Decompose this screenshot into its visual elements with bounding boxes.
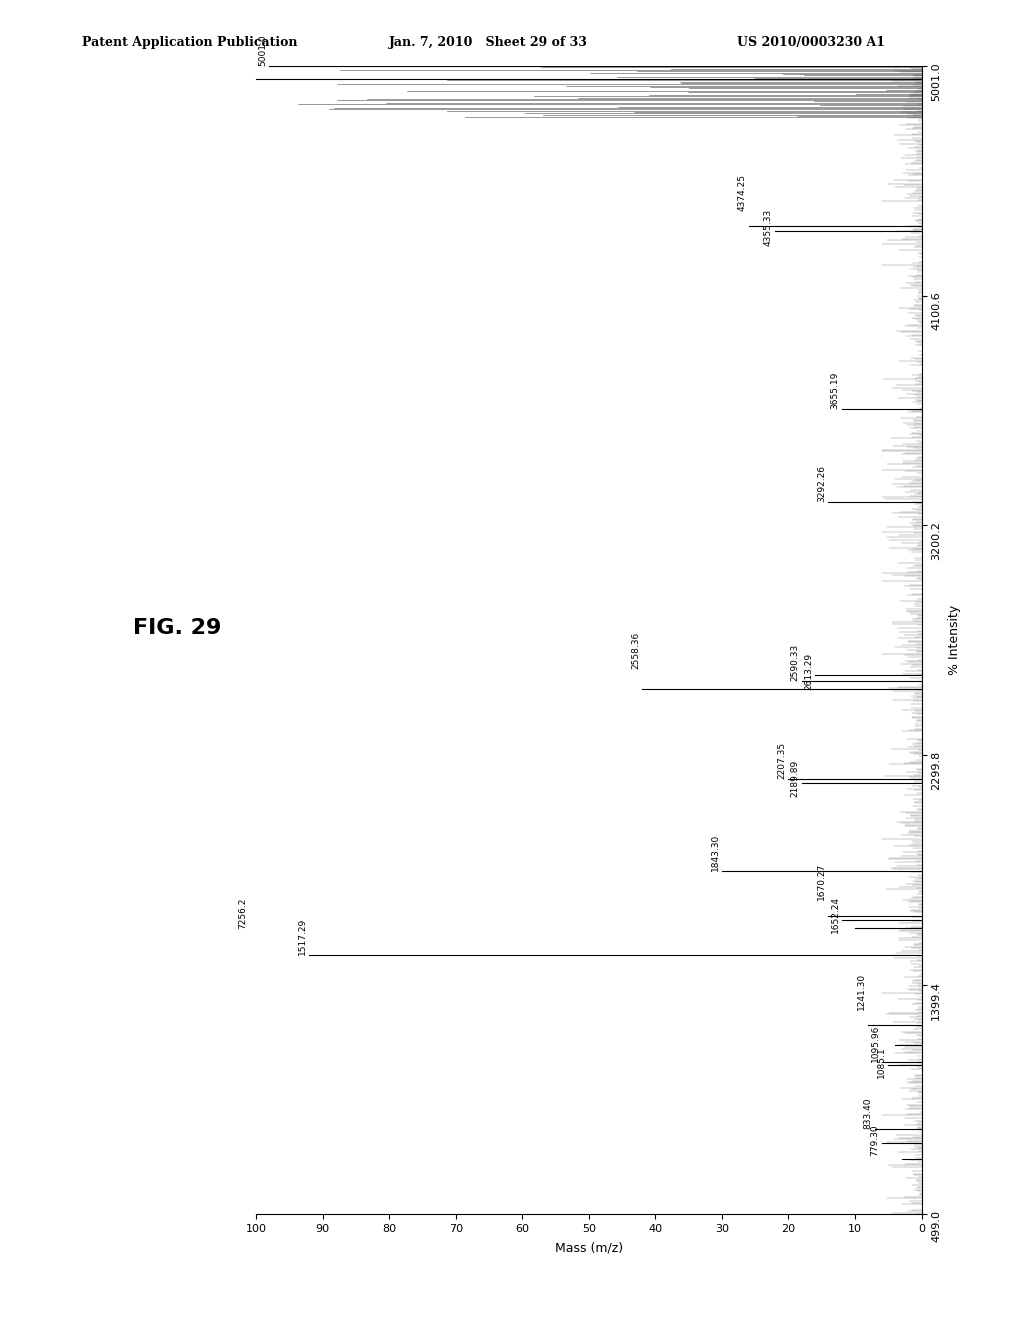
Text: US 2010/0003230 A1: US 2010/0003230 A1 xyxy=(737,36,886,49)
Text: 2613.29: 2613.29 xyxy=(804,653,813,690)
X-axis label: Mass (m/z): Mass (m/z) xyxy=(555,1241,623,1254)
Text: 1843.30: 1843.30 xyxy=(711,834,720,871)
Text: 833.40: 833.40 xyxy=(864,1098,872,1129)
Y-axis label: % Intensity: % Intensity xyxy=(948,605,962,676)
Text: 1241.30: 1241.30 xyxy=(857,973,866,1010)
Text: 1670.27: 1670.27 xyxy=(817,863,826,900)
Text: 2189.89: 2189.89 xyxy=(791,760,800,797)
Text: FIG. 29: FIG. 29 xyxy=(133,618,221,638)
Text: 1095.96: 1095.96 xyxy=(870,1024,880,1063)
Text: 1517.29: 1517.29 xyxy=(298,917,307,954)
Text: Patent Application Publication: Patent Application Publication xyxy=(82,36,297,49)
Text: 2590.33: 2590.33 xyxy=(791,644,800,681)
Text: 5001.0: 5001.0 xyxy=(258,34,267,66)
Text: 779.30: 779.30 xyxy=(870,1125,880,1155)
Text: 7256.2: 7256.2 xyxy=(239,898,247,929)
Text: 2558.36: 2558.36 xyxy=(631,631,640,669)
Text: 3655.19: 3655.19 xyxy=(830,372,840,409)
Text: 1085.1: 1085.1 xyxy=(878,1045,886,1077)
Text: 4355.33: 4355.33 xyxy=(764,209,773,246)
Text: 1652.24: 1652.24 xyxy=(830,896,840,933)
Text: 3292.26: 3292.26 xyxy=(817,465,826,502)
Text: Jan. 7, 2010   Sheet 29 of 33: Jan. 7, 2010 Sheet 29 of 33 xyxy=(389,36,588,49)
Text: 2207.35: 2207.35 xyxy=(777,742,786,779)
Text: 4374.25: 4374.25 xyxy=(737,173,746,211)
